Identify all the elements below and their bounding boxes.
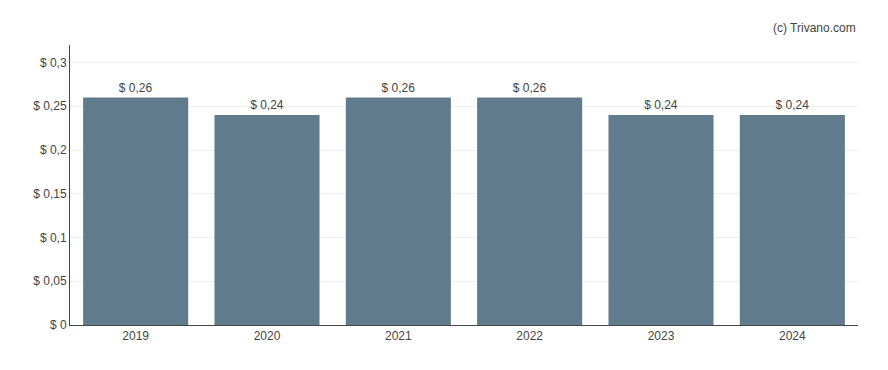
svg-text:2021: 2021 — [385, 329, 412, 343]
svg-text:2023: 2023 — [648, 329, 675, 343]
svg-text:2019: 2019 — [122, 329, 149, 343]
svg-text:$ 0,3: $ 0,3 — [40, 56, 67, 70]
svg-text:$ 0,2: $ 0,2 — [40, 143, 67, 157]
svg-text:$ 0,25: $ 0,25 — [33, 99, 67, 113]
svg-text:$ 0: $ 0 — [50, 318, 67, 332]
svg-text:2020: 2020 — [254, 329, 281, 343]
svg-text:$ 0,26: $ 0,26 — [513, 81, 547, 95]
svg-text:$ 0,24: $ 0,24 — [644, 98, 678, 112]
svg-text:$ 0,24: $ 0,24 — [775, 98, 809, 112]
svg-text:(c) Trivano.com: (c) Trivano.com — [773, 21, 856, 35]
svg-text:$ 0,24: $ 0,24 — [250, 98, 284, 112]
svg-text:$ 0,26: $ 0,26 — [119, 81, 153, 95]
svg-text:$ 0,26: $ 0,26 — [381, 81, 415, 95]
svg-text:$ 0,15: $ 0,15 — [33, 187, 67, 201]
svg-text:$ 0,1: $ 0,1 — [40, 231, 67, 245]
svg-text:$ 0,05: $ 0,05 — [33, 274, 67, 288]
svg-text:2022: 2022 — [516, 329, 543, 343]
svg-text:2024: 2024 — [779, 329, 806, 343]
